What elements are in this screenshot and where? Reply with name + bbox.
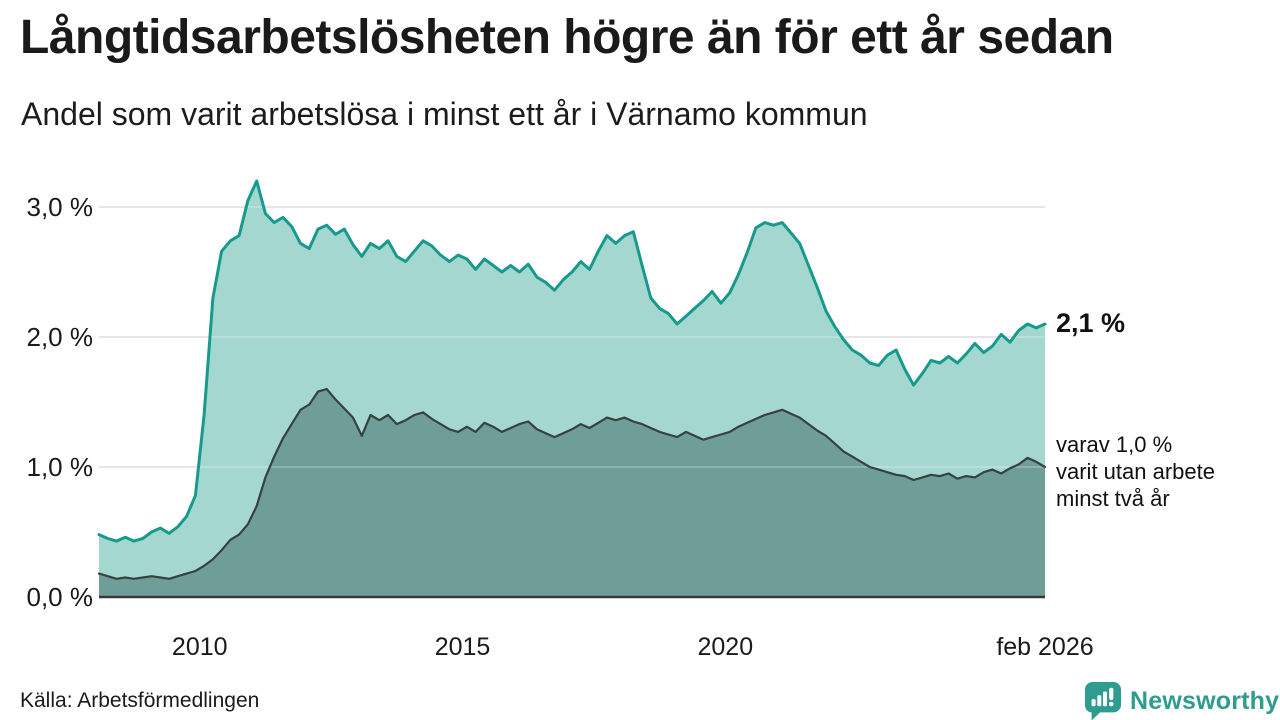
chart-subtitle: Andel som varit arbetslösa i minst ett å…: [21, 96, 868, 132]
x-tick-label-2: 2020: [697, 633, 754, 661]
x-tick-label-0: 2010: [171, 633, 228, 661]
y-tick-label-2: 2,0 %: [26, 322, 94, 352]
two-year-share-label: varav 1,0 % varit utan arbete minst två …: [1056, 432, 1215, 511]
newsworthy-logo[interactable]: Newsworthy: [1084, 681, 1279, 720]
y-tick-label-0: 0,0 %: [26, 582, 94, 612]
newsworthy-wordmark: Newsworthy: [1130, 686, 1280, 715]
page-title: Långtidsarbetslösheten högre än för ett …: [20, 11, 1114, 64]
y-tick-label-3: 3,0 %: [26, 192, 94, 222]
source-note: Källa: Arbetsförmedlingen: [20, 689, 260, 712]
x-tick-label-1: 2015: [434, 633, 491, 661]
x-tick-label-3: feb 2026: [996, 633, 1094, 661]
latest-total-value-label: 2,1 %: [1056, 308, 1126, 338]
y-tick-label-1: 1,0 %: [26, 452, 94, 482]
newsworthy-bubble-icon: [1084, 682, 1122, 720]
